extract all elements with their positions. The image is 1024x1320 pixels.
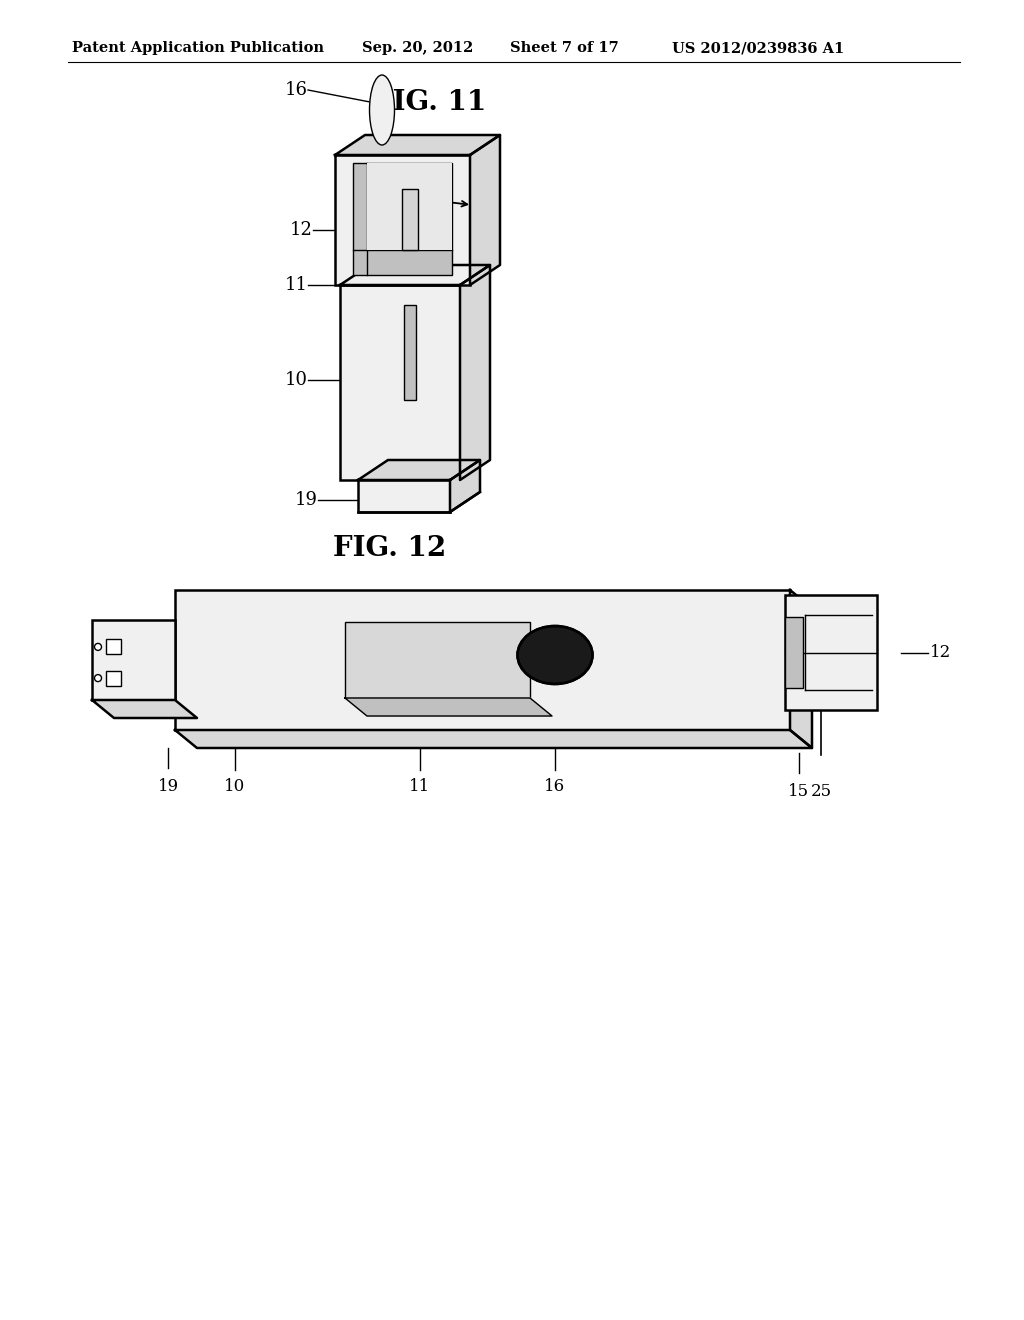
Text: 25: 25 [394,186,417,205]
Polygon shape [450,459,480,512]
Text: US 2012/0239836 A1: US 2012/0239836 A1 [672,41,844,55]
Bar [92,620,175,700]
Bar [785,595,877,710]
Polygon shape [175,730,812,748]
Polygon shape [335,135,500,154]
Ellipse shape [517,626,593,684]
Text: FIG. 12: FIG. 12 [334,535,446,561]
Polygon shape [460,265,490,480]
Text: 15: 15 [394,216,417,234]
Text: 12: 12 [290,220,313,239]
Polygon shape [92,700,197,718]
Bar [106,671,121,685]
Bar [403,305,416,400]
Text: 16: 16 [545,777,565,795]
Text: Patent Application Publication: Patent Application Publication [72,41,324,55]
Bar [175,590,790,730]
Text: 10: 10 [285,371,308,389]
Text: 19: 19 [158,777,178,795]
Text: 11: 11 [285,276,308,294]
Text: 15: 15 [788,783,810,800]
Polygon shape [358,459,480,480]
Text: Sep. 20, 2012: Sep. 20, 2012 [362,41,473,55]
Polygon shape [345,698,552,715]
Text: FIG. 11: FIG. 11 [374,88,486,116]
Bar [785,616,803,688]
Text: 12: 12 [930,644,951,661]
Text: 19: 19 [295,491,318,510]
Bar [367,162,452,249]
Text: 10: 10 [224,777,246,795]
Text: Sheet 7 of 17: Sheet 7 of 17 [510,41,618,55]
Bar [353,162,452,275]
Bar [335,154,470,285]
Polygon shape [470,135,500,285]
Bar [106,639,121,655]
Text: 16: 16 [285,81,308,99]
Polygon shape [340,265,490,285]
Bar [340,285,460,480]
Ellipse shape [94,643,101,651]
Text: 11: 11 [410,777,431,795]
Bar [358,480,450,512]
Text: 25: 25 [810,783,831,800]
Bar [401,189,418,249]
Bar [345,622,530,698]
Polygon shape [790,590,812,748]
Ellipse shape [94,675,101,681]
Ellipse shape [370,75,394,145]
